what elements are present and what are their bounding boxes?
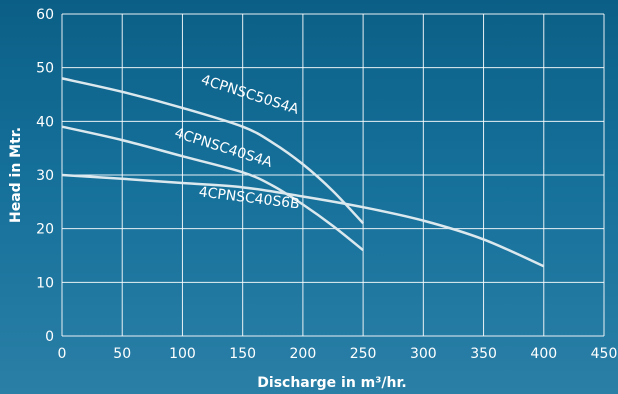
series-line xyxy=(61,125,364,252)
y-tick-label: 30 xyxy=(36,168,54,184)
y-tick-label: 40 xyxy=(36,114,54,130)
x-axis-title: Discharge in m³/hr. xyxy=(257,375,406,391)
y-tick-label: 60 xyxy=(36,7,54,23)
x-tick-label: 450 xyxy=(591,346,618,362)
y-axis-title: Head in Mtr. xyxy=(8,127,24,223)
x-tick-label: 200 xyxy=(290,346,317,362)
x-tick-label: 250 xyxy=(350,346,377,362)
series-label: 4CPNSC50S4A xyxy=(199,72,301,118)
y-tick-labels: 0 10 20 30 40 50 60 xyxy=(36,7,54,345)
x-tick-labels: 0 50 100 150 200 250 300 350 400 450 xyxy=(58,346,618,362)
x-tick-label: 100 xyxy=(169,346,196,362)
grid xyxy=(61,13,605,337)
curves xyxy=(61,77,545,268)
x-tick-label: 400 xyxy=(530,346,557,362)
series-line xyxy=(61,173,545,268)
series-line xyxy=(61,77,365,225)
y-tick-label: 0 xyxy=(45,329,54,345)
series-label: 4CPNSC40S4A xyxy=(173,125,275,171)
x-tick-label: 150 xyxy=(229,346,256,362)
x-tick-label: 50 xyxy=(113,346,131,362)
x-tick-label: 350 xyxy=(470,346,497,362)
x-tick-label: 0 xyxy=(58,346,67,362)
x-tick-label: 300 xyxy=(410,346,437,362)
y-tick-label: 20 xyxy=(36,222,54,238)
y-tick-label: 10 xyxy=(36,275,54,291)
y-tick-label: 50 xyxy=(36,61,54,77)
